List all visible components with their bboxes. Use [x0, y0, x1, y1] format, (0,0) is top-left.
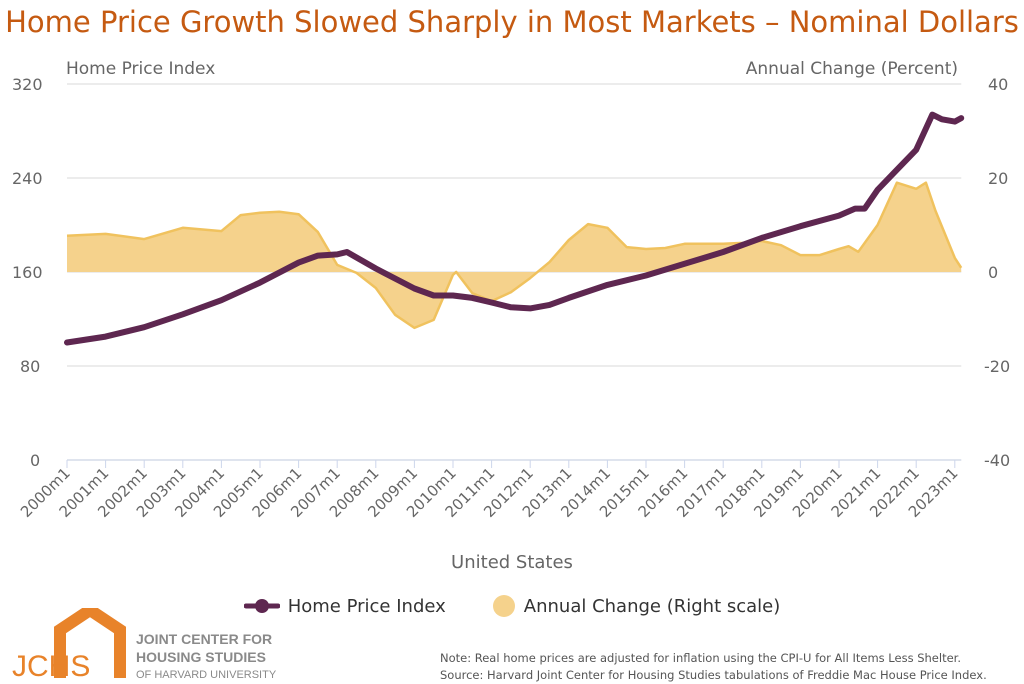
- x-axis-title: United States: [451, 552, 573, 573]
- left-tick-80: 80: [20, 357, 41, 376]
- source-text: Source: Harvard Joint Center for Housing…: [440, 668, 987, 682]
- annual-change-area: [67, 182, 962, 328]
- left-tick-240: 240: [12, 169, 43, 188]
- logo-line-1: JOINT CENTER FOR: [136, 631, 273, 647]
- right-axis-title: Annual Change (Percent): [745, 59, 958, 79]
- logo-line-2: HOUSING STUDIES: [136, 649, 266, 665]
- line-marker-icon: [243, 599, 280, 613]
- right-tick-minus40: -40: [984, 451, 1011, 470]
- home-price-index-line: [64, 111, 965, 346]
- logo-abbr: JCHS: [12, 650, 90, 680]
- footnote: Note: Real home prices are adjusted for …: [440, 650, 987, 684]
- right-tick-0: 0: [988, 263, 999, 282]
- left-tick-160: 160: [12, 263, 43, 282]
- jchs-logo: JCHS: [10, 602, 130, 684]
- chart-title: Home Price Growth Slowed Sharply in Most…: [5, 5, 1019, 39]
- right-tick-minus20: -20: [984, 357, 1011, 376]
- annual-change-line: [66, 181, 963, 330]
- house-logo-icon: JCHS: [12, 602, 126, 683]
- circle-marker-icon: [492, 595, 515, 617]
- legend-label-change: Annual Change (Right scale): [523, 595, 781, 617]
- note-text: Note: Real home prices are adjusted for …: [440, 651, 961, 665]
- logo-line-3: OF HARVARD UNIVERSITY: [136, 669, 277, 681]
- right-tick-40: 40: [988, 75, 1009, 94]
- legend-item-hpi[interactable]: Home Price Index: [243, 595, 446, 617]
- legend: Home Price Index Annual Change (Right sc…: [0, 594, 1024, 618]
- chart-plot: 2000m12001m12002m12003m12004m12005m12006…: [17, 83, 965, 521]
- legend-label-hpi: Home Price Index: [287, 595, 446, 617]
- right-tick-20: 20: [988, 169, 1009, 188]
- logo-text: JOINT CENTER FOR HOUSING STUDIES OF HARV…: [136, 630, 276, 684]
- left-tick-320: 320: [12, 75, 43, 94]
- left-tick-0: 0: [30, 451, 41, 470]
- legend-item-change[interactable]: Annual Change (Right scale): [492, 594, 780, 618]
- left-axis-title: Home Price Index: [66, 59, 216, 79]
